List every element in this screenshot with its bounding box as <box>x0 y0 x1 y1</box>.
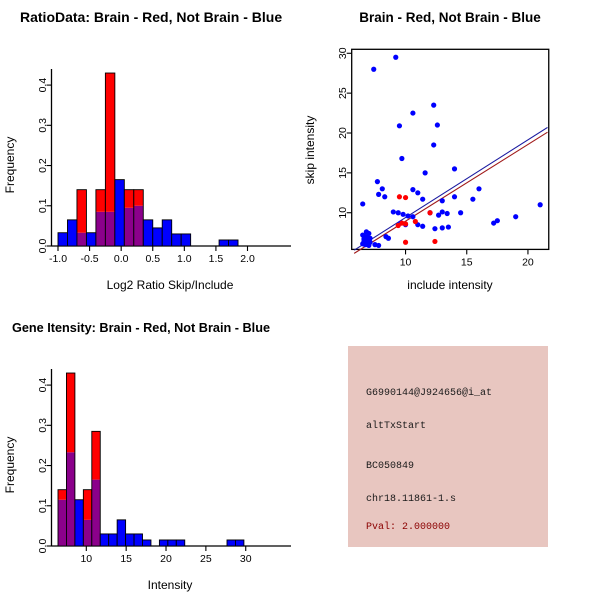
svg-text:1.5: 1.5 <box>209 253 224 265</box>
svg-text:2.0: 2.0 <box>240 253 255 265</box>
svg-text:15: 15 <box>461 256 473 268</box>
svg-text:15: 15 <box>120 553 132 565</box>
svg-text:0.3: 0.3 <box>37 118 49 133</box>
svg-text:0.5: 0.5 <box>145 253 160 265</box>
svg-text:skip intensity: skip intensity <box>303 116 317 185</box>
svg-text:0.0: 0.0 <box>37 539 49 554</box>
svg-text:20: 20 <box>337 127 349 139</box>
svg-text:0.4: 0.4 <box>37 78 49 93</box>
svg-text:30: 30 <box>240 553 252 565</box>
svg-text:20: 20 <box>160 553 172 565</box>
svg-text:0.0: 0.0 <box>37 239 49 254</box>
svg-text:20: 20 <box>522 256 534 268</box>
svg-text:Frequency: Frequency <box>3 137 17 194</box>
svg-text:-0.5: -0.5 <box>81 253 99 265</box>
svg-text:Brain - Red, Not Brain - Blue: Brain - Red, Not Brain - Blue <box>359 10 541 25</box>
svg-text:0.1: 0.1 <box>37 198 49 213</box>
svg-text:1.0: 1.0 <box>177 253 192 265</box>
svg-text:0.2: 0.2 <box>37 158 49 173</box>
svg-text:RatioData: Brain - Red, Not Br: RatioData: Brain - Red, Not Brain - Blue <box>20 9 282 25</box>
svg-text:15: 15 <box>337 167 349 179</box>
svg-text:include intensity: include intensity <box>407 278 492 292</box>
svg-text:0.0: 0.0 <box>114 253 129 265</box>
svg-text:10: 10 <box>80 553 92 565</box>
svg-text:25: 25 <box>200 553 212 565</box>
svg-text:0.2: 0.2 <box>37 458 49 473</box>
svg-text:0.4: 0.4 <box>37 378 49 393</box>
svg-text:0.3: 0.3 <box>37 418 49 433</box>
svg-text:-1.0: -1.0 <box>49 253 67 265</box>
svg-text:Frequency: Frequency <box>3 437 17 494</box>
svg-text:Log2 Ratio Skip/Include: Log2 Ratio Skip/Include <box>107 278 234 292</box>
svg-text:10: 10 <box>337 207 349 219</box>
svg-text:25: 25 <box>337 87 349 99</box>
svg-text:0.1: 0.1 <box>37 498 49 513</box>
svg-text:Intensity: Intensity <box>148 578 193 592</box>
svg-text:30: 30 <box>337 47 349 59</box>
svg-text:10: 10 <box>400 256 412 268</box>
svg-text:Gene Itensity: Brain - Red, No: Gene Itensity: Brain - Red, Not Brain - … <box>12 321 270 335</box>
